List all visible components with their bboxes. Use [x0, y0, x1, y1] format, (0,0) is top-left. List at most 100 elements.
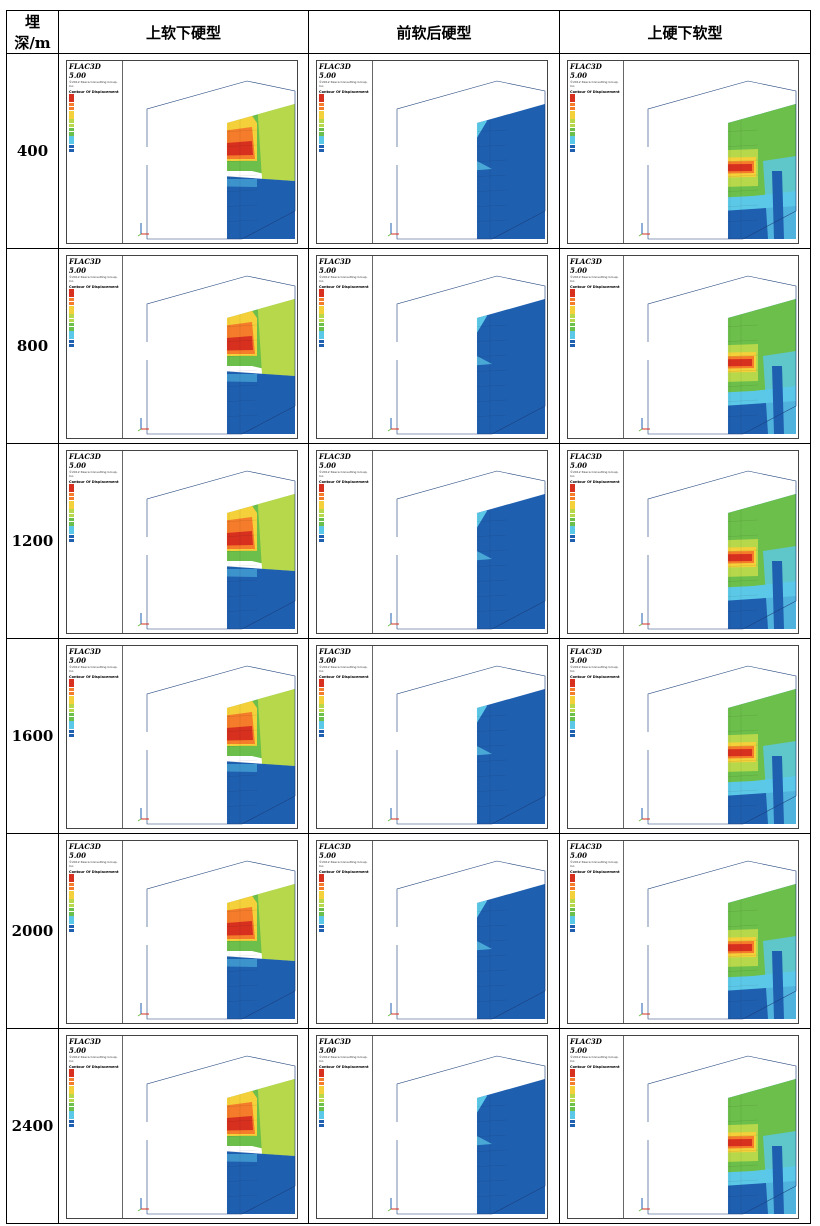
legend-swatch	[69, 1111, 119, 1115]
legend-swatch	[570, 526, 620, 530]
legend-title: FLAC3D 5.00	[570, 452, 602, 470]
legend-swatch	[69, 708, 119, 713]
axis-triad-icon	[638, 613, 650, 627]
legend-swatch	[319, 1123, 369, 1128]
legend-swatch	[69, 115, 119, 119]
legend-heading: Contour Of Displacement	[69, 675, 119, 679]
legend-title: FLAC3D 5.00	[570, 1037, 602, 1055]
legend-swatch	[69, 538, 119, 543]
displacement-contour-plot	[639, 256, 797, 435]
legend-swatch	[319, 895, 369, 899]
legend-swatch	[570, 916, 620, 920]
legend-swatch	[319, 123, 369, 128]
legend-swatch	[69, 111, 119, 115]
contour-legend: FLAC3D 5.00 ©2012 Itasca Consulting Grou…	[69, 62, 119, 153]
legend-swatch	[319, 127, 369, 132]
contour-legend: FLAC3D 5.00 ©2012 Itasca Consulting Grou…	[319, 452, 369, 543]
legend-swatch	[570, 331, 620, 335]
legend-swatch	[570, 704, 620, 709]
legend-title: FLAC3D 5.00	[319, 452, 351, 470]
legend-swatch	[319, 691, 369, 696]
legend-swatch	[570, 721, 620, 725]
legend-swatch	[570, 683, 620, 688]
panel-divider	[372, 841, 373, 1023]
legend-swatch	[69, 326, 119, 331]
legend-swatch	[570, 314, 620, 319]
legend-swatch	[570, 733, 620, 738]
axis-triad-icon	[638, 1003, 650, 1017]
axis-triad-icon	[137, 223, 149, 237]
legend-swatch	[69, 1102, 119, 1107]
displacement-contour-plot	[388, 841, 546, 1020]
legend-swatch	[69, 687, 119, 692]
displacement-contour-plot	[639, 1036, 797, 1215]
legend-swatch	[69, 1119, 119, 1124]
legend-heading: Contour Of Displacement	[69, 90, 119, 94]
legend-swatch	[570, 496, 620, 501]
legend-swatch	[69, 484, 119, 488]
result-cell: FLAC3D 5.00 ©2012 Itasca Consulting Grou…	[58, 443, 309, 639]
legend-title: FLAC3D 5.00	[69, 452, 101, 470]
legend-swatch	[570, 517, 620, 522]
result-cell: FLAC3D 5.00 ©2012 Itasca Consulting Grou…	[308, 833, 560, 1029]
panel-divider	[372, 646, 373, 828]
result-cell: FLAC3D 5.00 ©2012 Itasca Consulting Grou…	[58, 248, 309, 444]
legend-swatch	[319, 886, 369, 891]
axis-triad-icon	[137, 613, 149, 627]
legend-swatch	[69, 322, 119, 327]
displacement-contour-plot	[138, 256, 296, 435]
legend-swatch	[69, 924, 119, 929]
legend-title: FLAC3D 5.00	[69, 62, 101, 80]
legend-swatch	[69, 144, 119, 149]
flac3d-panel: FLAC3D 5.00 ©2012 Itasca Consulting Grou…	[567, 645, 799, 829]
legend-swatch	[69, 691, 119, 696]
depth-cell: 1600	[6, 638, 59, 834]
legend-company: ©2012 Itasca Consulting Group, Inc.	[570, 665, 619, 673]
legend-swatch	[319, 496, 369, 501]
contour-legend: FLAC3D 5.00 ©2012 Itasca Consulting Grou…	[319, 257, 369, 348]
legend-swatch	[69, 911, 119, 916]
legend-company: ©2012 Itasca Consulting Group, Inc.	[69, 470, 118, 478]
panel-divider	[623, 61, 624, 243]
legend-swatch	[570, 538, 620, 543]
legend-swatch	[570, 1090, 620, 1094]
panel-divider	[623, 1036, 624, 1218]
legend-swatch	[570, 102, 620, 107]
legend-swatch	[570, 1094, 620, 1099]
flac3d-panel: FLAC3D 5.00 ©2012 Itasca Consulting Grou…	[316, 840, 548, 1024]
legend-title: FLAC3D 5.00	[570, 647, 602, 665]
legend-swatch	[319, 131, 369, 136]
legend-heading: Contour Of Displacement	[570, 675, 620, 679]
contour-legend: FLAC3D 5.00 ©2012 Itasca Consulting Grou…	[319, 62, 369, 153]
legend-swatch	[69, 509, 119, 514]
legend-heading: Contour Of Displacement	[69, 480, 119, 484]
legend-swatch	[319, 119, 369, 124]
panel-divider	[122, 451, 123, 633]
legend-swatch	[69, 297, 119, 302]
legend-company: ©2012 Itasca Consulting Group, Inc.	[69, 665, 118, 673]
legend-swatch	[69, 899, 119, 904]
displacement-contour-plot	[639, 61, 797, 240]
legend-swatch	[570, 106, 620, 111]
legend-swatch	[69, 907, 119, 912]
legend-swatch	[69, 293, 119, 298]
legend-swatch	[570, 297, 620, 302]
column-header-upper-soft-lower-hard: 上软下硬型	[58, 10, 309, 54]
legend-heading: Contour Of Displacement	[319, 870, 369, 874]
legend-swatch	[319, 322, 369, 327]
depth-row: 2000 FLAC3D 5.00 ©2012 Itasca Consulting…	[6, 833, 811, 1029]
legend-swatch	[69, 148, 119, 153]
legend-swatch	[319, 318, 369, 323]
legend-title: FLAC3D 5.00	[69, 647, 101, 665]
legend-swatch	[570, 530, 620, 534]
panel-divider	[372, 1036, 373, 1218]
legend-swatch	[69, 895, 119, 899]
legend-swatch	[69, 679, 119, 683]
flac3d-panel: FLAC3D 5.00 ©2012 Itasca Consulting Grou…	[316, 255, 548, 439]
flac3d-panel: FLAC3D 5.00 ©2012 Itasca Consulting Grou…	[66, 645, 298, 829]
legend-swatch	[570, 725, 620, 729]
panel-divider	[623, 256, 624, 438]
legend-swatch	[69, 878, 119, 883]
legend-swatch	[319, 1106, 369, 1111]
legend-swatch	[319, 484, 369, 488]
